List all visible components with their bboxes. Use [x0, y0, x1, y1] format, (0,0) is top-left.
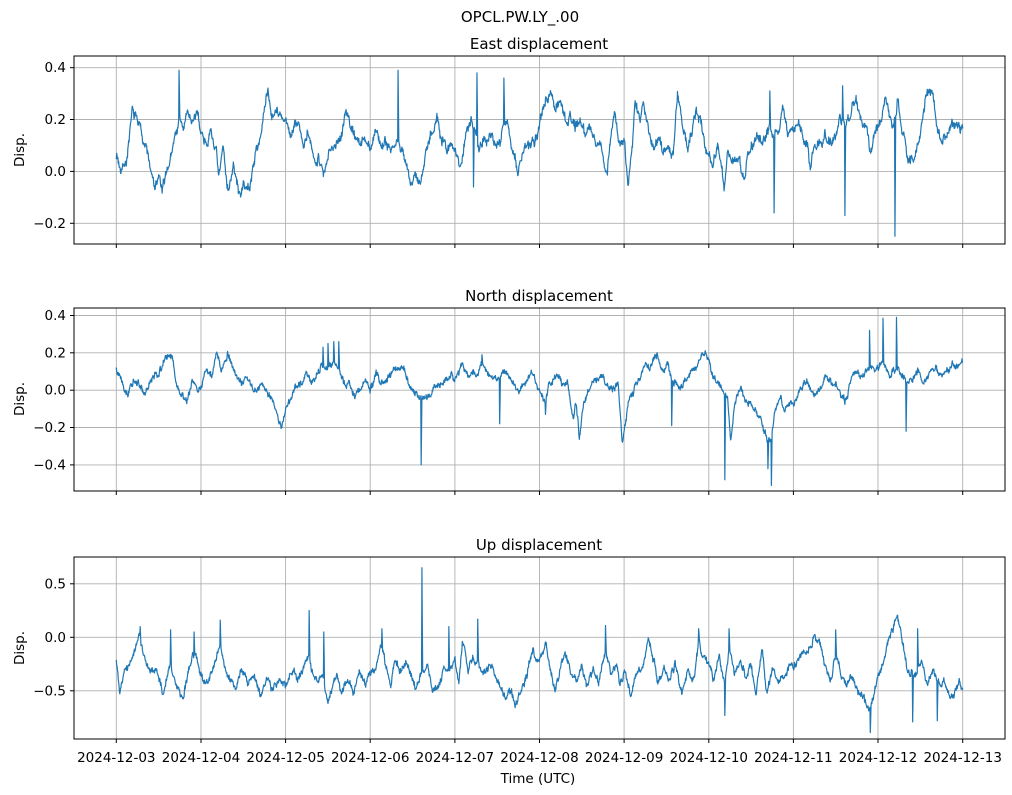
grid-up [74, 557, 1005, 739]
subplot-east: 0.4 0.2 0.0 −0.2 [33, 55, 1006, 248]
ticks-up [70, 583, 964, 743]
xtick-label: 2024-12-04 [162, 750, 240, 766]
axes-border-north [73, 307, 1006, 492]
ytick-label-east: 0.0 [45, 164, 66, 180]
ytick-label-north: 0.4 [45, 308, 66, 324]
xtick-label: 2024-12-08 [500, 750, 578, 766]
axes-border-east [73, 55, 1006, 245]
ytick-label-north: −0.4 [33, 457, 66, 473]
ytick-label-north: 0.0 [45, 383, 66, 399]
ticks-north [70, 315, 964, 495]
x-axis-label: Time (UTC) [500, 771, 576, 787]
y-axis-label-north: Disp. [12, 381, 28, 417]
subplot-up: 0.5 0.0 −0.5 2024-12-03 2024-12-04 2024-12-05… [33, 556, 1006, 766]
ytick-label-east: 0.4 [45, 60, 66, 76]
ytick-label-north: −0.2 [33, 420, 66, 436]
subplot-title-east: East displacement [469, 35, 609, 53]
y-axis-label-up: Disp. [12, 630, 28, 666]
grid-north [74, 308, 1005, 491]
ytick-label-up: −0.5 [33, 683, 66, 699]
xtick-label: 2024-12-13 [923, 750, 1001, 766]
ytick-label-east: −0.2 [33, 216, 66, 232]
ytick-label-up: 0.5 [45, 576, 66, 592]
ticks-east [70, 67, 964, 248]
subplot-title-up: Up displacement [475, 536, 603, 554]
subplot-title-north: North displacement [465, 287, 613, 305]
series-line-up [115, 567, 964, 734]
series-line-north [115, 316, 964, 486]
y-axis-label-east: Disp. [12, 132, 28, 168]
xtick-label: 2024-12-12 [839, 750, 917, 766]
series-line-east [115, 69, 964, 237]
grid-east [74, 56, 1005, 244]
ytick-label-east: 0.2 [45, 112, 66, 128]
xtick-label: 2024-12-05 [246, 750, 324, 766]
xtick-label: 2024-12-10 [670, 750, 748, 766]
xtick-label: 2024-12-06 [331, 750, 409, 766]
xtick-label: 2024-12-03 [77, 750, 155, 766]
ytick-label-up: 0.0 [45, 630, 66, 646]
subplot-north: 0.4 0.2 0.0 −0.2 −0.4 [33, 307, 1006, 495]
figure-suptitle: OPCL.PW.LY_.00 [460, 8, 580, 26]
xtick-label: 2024-12-11 [754, 750, 832, 766]
xtick-label: 2024-12-07 [416, 750, 494, 766]
xtick-label: 2024-12-09 [585, 750, 663, 766]
ytick-label-north: 0.2 [45, 345, 66, 361]
axes-border-up [73, 556, 1006, 740]
